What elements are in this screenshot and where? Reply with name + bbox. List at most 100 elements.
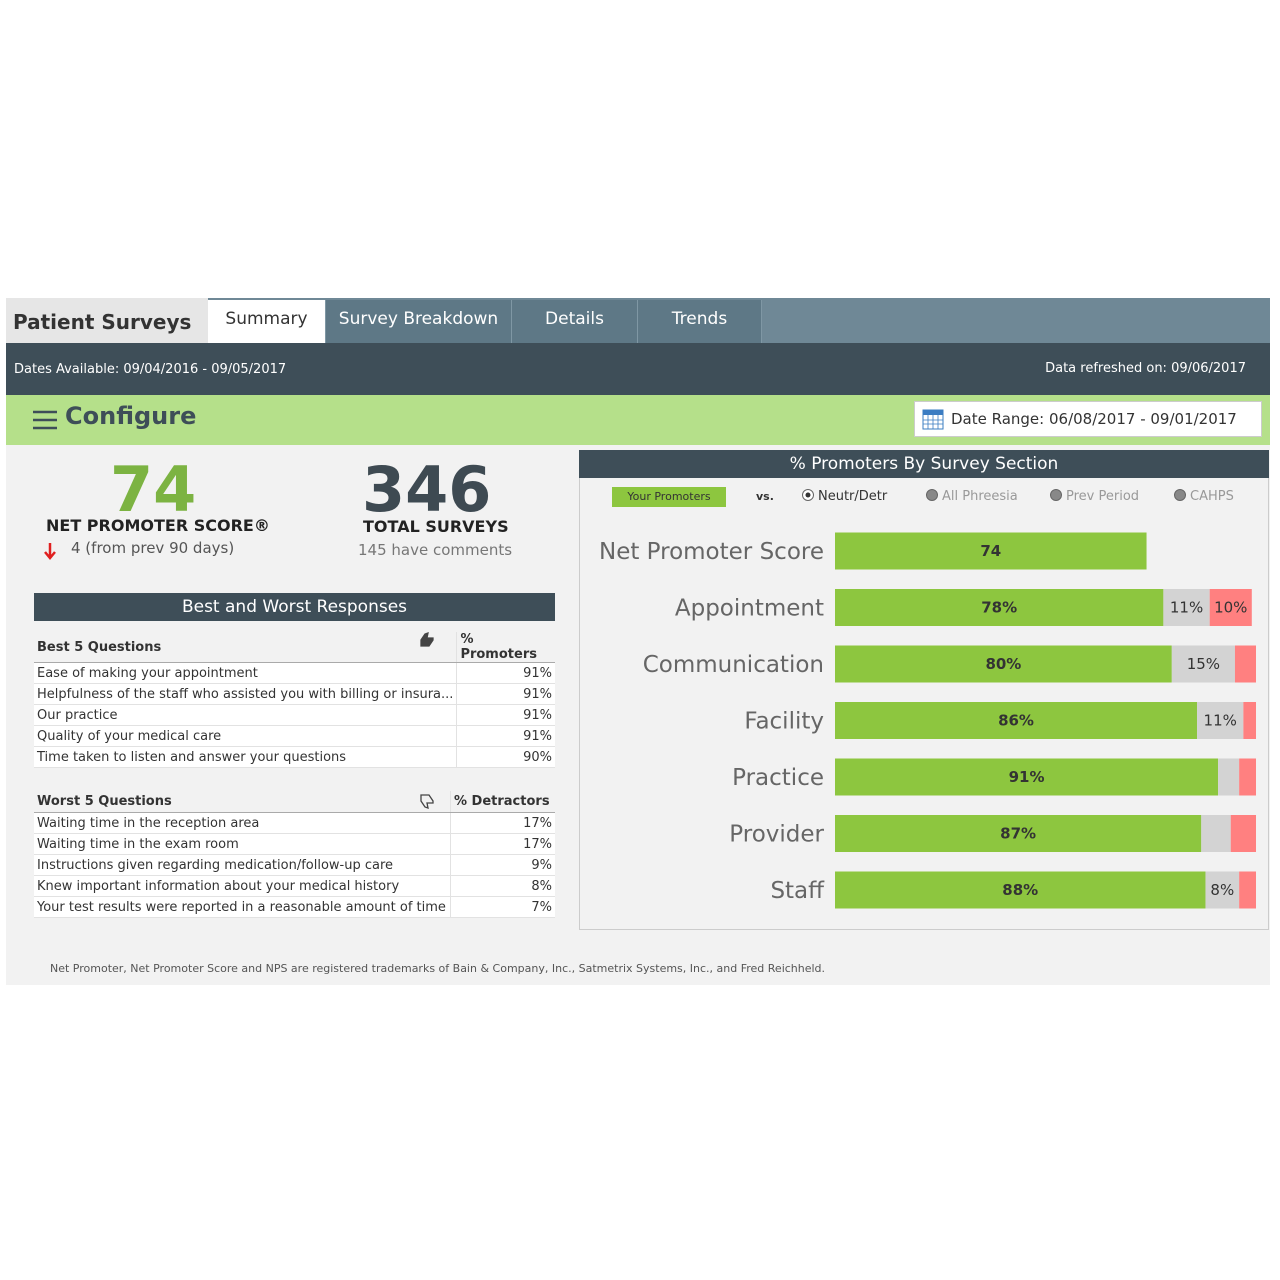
chart: Net Promoter Score 74 Appointment 78% 11% 10%… xyxy=(599,532,1256,909)
bar-segment xyxy=(835,702,1198,739)
percent-cell: 7% xyxy=(450,896,555,918)
date-range-picker[interactable]: Date Range: 06/08/2017 - 09/01/2017 xyxy=(914,401,1262,437)
bar-segment xyxy=(835,532,1147,570)
bar-segment xyxy=(1171,645,1235,683)
bar-value-label: 15% xyxy=(1187,655,1220,673)
category-label: Appointment xyxy=(675,596,824,622)
tab[interactable]: Summary xyxy=(208,300,326,343)
surveys-value: 346 xyxy=(362,453,492,526)
thumb-shape xyxy=(420,794,434,809)
question-cell: Quality of your medical care xyxy=(34,725,457,747)
bar-segment xyxy=(1243,702,1256,739)
dashboard: Patient Surveys Summary Survey Breakdown D… xyxy=(6,298,1270,985)
bar-segment xyxy=(1163,589,1210,626)
radio xyxy=(802,489,814,501)
question-cell: Ease of making your appointment xyxy=(34,662,457,684)
bar-segment xyxy=(1230,815,1256,852)
nps-value: 74 xyxy=(110,453,197,526)
tab[interactable]: Details xyxy=(512,300,638,343)
percent-cell: 91% xyxy=(456,683,555,705)
bar-segment xyxy=(835,815,1202,852)
option-label: Prev Period xyxy=(1066,489,1140,504)
table-row: Waiting time in the exam room 17% xyxy=(34,833,555,855)
radio xyxy=(926,489,938,501)
data-refreshed: Data refreshed on: 09/06/2017 xyxy=(1045,361,1246,376)
bar-value-label: 8% xyxy=(1210,881,1234,899)
nps-change: 4 (from prev 90 days) xyxy=(71,539,235,557)
bar-segment xyxy=(835,758,1219,796)
bar-value-label: 11% xyxy=(1170,599,1203,617)
radio-dot xyxy=(805,492,811,498)
footnote: Net Promoter, Net Promoter Score and NPS… xyxy=(50,962,826,975)
header-cell: Worst 5 Questions xyxy=(34,791,451,813)
configure-bar: Configure Date Range: 06/08/2017 - 09/01… xyxy=(6,395,1270,445)
category-label: Provider xyxy=(729,822,824,848)
responses-title: Best and Worst Responses xyxy=(34,593,555,621)
comparison-option[interactable]: CAHPS xyxy=(1173,488,1234,504)
chart-title: % Promoters By Survey Section xyxy=(579,450,1269,478)
category-label: Communication xyxy=(643,652,824,678)
percent-cell: 91% xyxy=(456,662,555,684)
bar-segment xyxy=(1239,871,1256,909)
comparison-option[interactable]: Neutr/Detr xyxy=(801,488,887,504)
bar-segment xyxy=(835,589,1164,626)
radio-ring xyxy=(926,489,938,501)
percent-cell: 90% xyxy=(456,746,555,768)
option-label: Neutr/Detr xyxy=(818,489,888,504)
header-row: Worst 5 Questions% Detractors xyxy=(34,791,555,813)
percent-cell: 8% xyxy=(450,875,555,897)
bar-value-label: 86% xyxy=(998,712,1034,730)
table-row: Helpfulness of the staff who assisted yo… xyxy=(34,683,555,705)
bar-segment xyxy=(1205,871,1240,909)
percent-cell: 91% xyxy=(456,725,555,747)
category-label: Practice xyxy=(732,765,824,791)
menu-icon[interactable] xyxy=(32,409,58,431)
question-cell: Waiting time in the reception area xyxy=(34,812,451,834)
calendar-icon xyxy=(922,409,944,430)
table-row: Your test results were reported in a rea… xyxy=(34,896,555,918)
bar-segment xyxy=(1218,758,1240,796)
bar-segment xyxy=(1197,702,1244,739)
question-cell: Waiting time in the exam room xyxy=(34,833,451,855)
question-cell: Instructions given regarding medication/… xyxy=(34,854,451,876)
tab[interactable]: Survey Breakdown xyxy=(326,300,512,343)
radio-ring xyxy=(1050,489,1062,501)
down-arrow xyxy=(44,543,56,560)
question-cell: Helpfulness of the staff who assisted yo… xyxy=(34,683,457,705)
tab[interactable]: Trends xyxy=(638,300,762,343)
percent-cell: 17% xyxy=(450,812,555,834)
question-cell: Knew important information about your me… xyxy=(34,875,451,897)
comparison-option[interactable]: All Phreesia xyxy=(925,488,1018,504)
bar-segment xyxy=(835,871,1206,909)
table-row: Quality of your medical care 91% xyxy=(34,725,555,747)
configure-button[interactable]: Configure xyxy=(65,402,197,430)
header-cell: Best 5 Questions xyxy=(34,632,457,663)
radio xyxy=(1174,489,1186,501)
bar-segment xyxy=(1239,758,1256,796)
radio xyxy=(1050,489,1062,501)
tab-bar: Patient Surveys Summary Survey Breakdown D… xyxy=(6,298,1270,343)
bar-segment xyxy=(1201,815,1231,852)
option-label: CAHPS xyxy=(1190,489,1234,504)
bar-value-label: 91% xyxy=(1009,768,1045,786)
thumb-shape xyxy=(420,632,434,647)
comments-count: 145 have comments xyxy=(358,541,513,559)
bar-value-label: 78% xyxy=(981,599,1017,617)
header-row: Best 5 Questions% Promoters xyxy=(34,632,555,663)
bar-segment xyxy=(1209,589,1252,626)
percent-cell: 17% xyxy=(450,833,555,855)
radio-ring xyxy=(1174,489,1186,501)
bar-value-label: 87% xyxy=(1000,825,1036,843)
best-table: Best 5 Questions% Promoters Ease of makin… xyxy=(34,632,555,768)
thumb-icon xyxy=(420,794,434,809)
comparison-options: Neutr/Detr All Phreesia Prev Period CAHPS xyxy=(801,488,1261,508)
header-cell: % Promoters xyxy=(456,632,555,663)
question-cell: Your test results were reported in a rea… xyxy=(34,896,451,918)
bar-value-label: 88% xyxy=(1002,881,1038,899)
table-row: Knew important information about your me… xyxy=(34,875,555,897)
bar-value-label: 10% xyxy=(1214,599,1247,617)
info-bar: Dates Available: 09/04/2016 - 09/05/2017… xyxy=(6,343,1270,395)
comparison-option[interactable]: Prev Period xyxy=(1049,488,1139,504)
date-range: Date Range: 06/08/2017 - 09/01/2017 xyxy=(951,410,1237,428)
